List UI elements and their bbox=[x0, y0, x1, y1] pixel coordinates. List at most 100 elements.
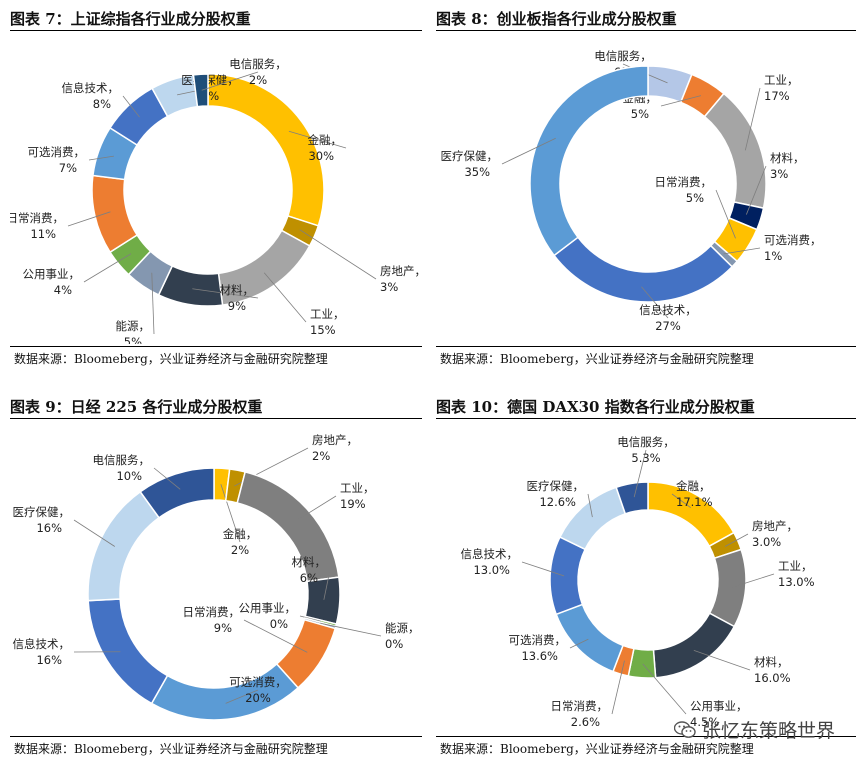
slice-label: 公用事业， bbox=[690, 699, 748, 713]
leader-line bbox=[73, 519, 116, 547]
slice-value-label: 0% bbox=[270, 617, 288, 631]
slice-value-label: 16% bbox=[36, 521, 62, 535]
slice-value-label: 20% bbox=[245, 691, 271, 705]
slice-value-label: 3% bbox=[380, 280, 398, 294]
source-rule bbox=[10, 346, 422, 347]
slice-value-label: 16% bbox=[36, 653, 62, 667]
leader-line bbox=[587, 493, 593, 518]
leader-line bbox=[299, 615, 321, 622]
slice-label: 可选消费， bbox=[229, 675, 287, 689]
leader-line bbox=[263, 272, 307, 323]
leader-line bbox=[693, 650, 751, 671]
donut-slice-电信服务 bbox=[615, 481, 649, 515]
slice-label: 信息技术， bbox=[461, 547, 519, 561]
slice-label: 可选消费， bbox=[509, 633, 567, 647]
leader-line bbox=[192, 288, 259, 299]
donut-chart-nikkei: 金融， 2% 房地产， 2% 工业， 19% 材料， 6% 公用事业， 0% 能源， 0% 日常消费， 9… bbox=[13, 433, 420, 721]
slice-value-label: 12.6% bbox=[539, 495, 576, 509]
leader-line bbox=[67, 211, 111, 227]
chart-title: 图表 7：上证综指各行业成分股权重 bbox=[10, 10, 251, 28]
slice-value-label: 6% bbox=[300, 571, 318, 585]
leader-line bbox=[243, 619, 308, 653]
source-rule bbox=[10, 736, 422, 737]
slice-label: 医疗保健， bbox=[13, 505, 71, 519]
slice-label: 工业， bbox=[340, 481, 375, 495]
slice-label: 能源， bbox=[116, 319, 151, 333]
slice-label: 金融， bbox=[223, 527, 258, 541]
leader-line bbox=[731, 573, 775, 588]
slice-label: 电信服务， bbox=[617, 435, 675, 449]
wechat-icon bbox=[673, 721, 696, 738]
slice-value-label: 13.6% bbox=[521, 649, 558, 663]
slice-value-label: 19% bbox=[340, 497, 366, 511]
leader-line bbox=[641, 286, 669, 319]
chart-source: 数据来源：Bloomeberg，兴业证券经济与金融研究院整理 bbox=[440, 742, 754, 756]
donut-slice-医疗保健 bbox=[87, 490, 161, 602]
slice-label: 日常消费， bbox=[10, 211, 64, 225]
slice-label: 电信服务， bbox=[229, 57, 287, 71]
source-rule bbox=[436, 346, 856, 347]
chart-panel-chinext: 图表 8：创业板指各行业成分股权重 电信服务，6%金融，5%工业，17%材料，3… bbox=[436, 8, 856, 370]
leader-line bbox=[201, 71, 259, 91]
donut-slice-信息技术 bbox=[553, 236, 734, 303]
leader-line bbox=[611, 660, 625, 715]
slice-label: 可选消费， bbox=[764, 233, 822, 247]
chart-panel-dax: 图表 10：德国 DAX30 指数各行业成分股权重 金融， 17.1% 房地产， 3.… bbox=[436, 396, 856, 762]
leader-line bbox=[660, 95, 702, 107]
source-rule bbox=[436, 736, 856, 737]
slice-label: 房地产， bbox=[312, 433, 358, 447]
slice-value-label: 1% bbox=[764, 249, 782, 263]
watermark-text: 张忆东策略世界 bbox=[701, 720, 835, 742]
slice-value-label: 3.0% bbox=[752, 535, 781, 549]
slice-label: 工业， bbox=[310, 307, 345, 321]
slice-value-label: 11% bbox=[30, 227, 56, 241]
leader-line bbox=[295, 495, 337, 522]
slice-label: 日常消费， bbox=[183, 605, 241, 619]
slice-value-label: 27% bbox=[655, 319, 681, 333]
slice-label: 电信服务， bbox=[93, 453, 151, 467]
slice-value-label: 4% bbox=[54, 283, 72, 297]
slice-label: 能源， bbox=[385, 621, 420, 635]
leader-line bbox=[569, 638, 589, 649]
donut-slice-工业 bbox=[708, 548, 747, 628]
leader-line bbox=[225, 689, 259, 704]
chart-source: 数据来源：Bloomeberg，兴业证券经济与金融研究院整理 bbox=[14, 352, 328, 366]
slice-value-label: 7% bbox=[59, 161, 77, 175]
slice-value-label: 2% bbox=[249, 73, 267, 87]
slice-label: 日常消费， bbox=[551, 699, 609, 713]
title-rule bbox=[10, 418, 422, 419]
donut-slice-信息技术 bbox=[549, 536, 587, 616]
leader-line bbox=[745, 165, 767, 215]
leader-line bbox=[122, 95, 140, 118]
chart-source: 数据来源：Bloomeberg，兴业证券经济与金融研究院整理 bbox=[14, 742, 328, 756]
chart-title: 图表 8：创业板指各行业成分股权重 bbox=[436, 10, 677, 28]
slice-label: 医疗保健， bbox=[527, 479, 585, 493]
donut-slice-金融 bbox=[207, 73, 325, 227]
title-rule bbox=[10, 30, 422, 31]
slice-value-label: 13.0% bbox=[473, 563, 510, 577]
slice-label: 可选消费， bbox=[28, 145, 86, 159]
slice-value-label: 16.0% bbox=[754, 671, 791, 685]
slice-label: 金融， bbox=[676, 479, 711, 493]
leader-line bbox=[724, 533, 749, 547]
slice-label: 材料， bbox=[770, 151, 805, 165]
chart-panel-nikkei: 图表 9：日经 225 各行业成分股权重 金融， 2% 房地产， 2% 工业， 19% 材料… bbox=[10, 396, 422, 762]
slice-value-label: 2% bbox=[312, 449, 330, 463]
leader-line bbox=[633, 449, 647, 498]
slice-label: 日常消费， bbox=[655, 175, 713, 189]
leader-line bbox=[153, 467, 181, 490]
watermark: 张忆东策略世界 bbox=[673, 716, 835, 743]
title-rule bbox=[436, 418, 856, 419]
slice-label: 公用事业， bbox=[239, 601, 297, 615]
slice-value-label: 15% bbox=[310, 323, 336, 337]
slice-value-label: 2.6% bbox=[571, 715, 600, 729]
slice-value-label: 10% bbox=[116, 469, 142, 483]
slice-label: 金融， bbox=[308, 133, 343, 147]
leader-line bbox=[744, 87, 761, 151]
donut-chart-chinext: 电信服务，6%金融，5%工业，17%材料，3%日常消费，5%可选消费，1%信息技… bbox=[441, 49, 822, 333]
title-rule bbox=[436, 30, 856, 31]
slice-label: 材料， bbox=[292, 555, 327, 569]
slice-label: 房地产， bbox=[752, 519, 798, 533]
donut-slice-电信服务 bbox=[192, 73, 209, 108]
leader-line bbox=[288, 130, 347, 149]
